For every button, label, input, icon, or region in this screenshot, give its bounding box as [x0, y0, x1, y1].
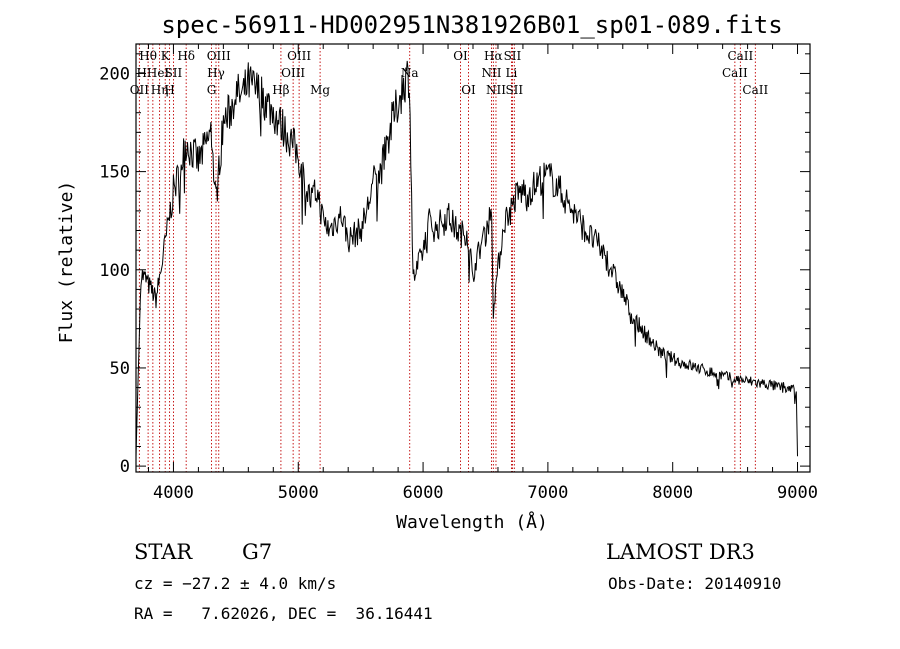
x-tick-label-2: 6000: [403, 483, 444, 503]
line-label-26: CaII: [742, 83, 768, 97]
redshift-text: cz = −27.2 ± 4.0 km/s: [134, 574, 336, 593]
line-label-13: OIII: [281, 66, 305, 80]
survey-name: LAMOST DR3: [606, 540, 755, 564]
line-label-18: Hα: [484, 49, 503, 63]
x-axis-label: Wavelength (Å): [396, 511, 548, 533]
line-label-10: G: [207, 83, 217, 97]
x-tick-label-1: 5000: [278, 483, 319, 503]
line-label-6: SII: [165, 66, 183, 80]
chart-title: spec-56911-HD002951N381926B01_sp01-089.f…: [161, 11, 782, 39]
x-tick-label-4: 8000: [652, 483, 693, 503]
object-class: STAR: [134, 540, 193, 564]
line-label-20: NII: [481, 66, 501, 80]
line-label-14: Mg: [310, 83, 330, 97]
plot-frame: [136, 44, 810, 472]
line-label-22: NII: [486, 83, 506, 97]
line-label-7: Hδ: [177, 49, 195, 63]
line-label-21: Li: [506, 66, 518, 80]
coords-text: RA = 7.62026, DEC = 36.16441: [134, 604, 433, 623]
y-tick-label-3: 150: [99, 163, 130, 183]
line-label-17: OI: [461, 83, 476, 97]
y-tick-label-1: 50: [110, 359, 130, 379]
y-tick-label-2: 100: [99, 261, 130, 281]
x-tick-label-3: 7000: [527, 483, 568, 503]
spectrum-series-line: [136, 61, 798, 456]
line-label-11: Hβ: [272, 83, 289, 97]
line-label-9: Hγ: [207, 66, 225, 80]
y-tick-label-0: 0: [120, 457, 130, 477]
x-tick-label-0: 4000: [153, 483, 194, 503]
line-label-12: OIII: [287, 49, 311, 63]
line-label-16: OI: [453, 49, 468, 63]
line-label-8: OIII: [207, 49, 231, 63]
line-label-19: SII: [504, 49, 522, 63]
line-label-24: CaII: [727, 49, 753, 63]
line-label-25: CaII: [722, 66, 748, 80]
object-subclass: G7: [242, 540, 272, 564]
obs-date-text: Obs-Date: 20140910: [608, 574, 781, 593]
x-axis-ticks: 4000 5000 6000 7000 8000 9000: [148, 44, 818, 503]
line-label-1: OII: [130, 83, 150, 97]
y-axis-label: Flux (relative): [56, 181, 77, 344]
line-label-5: H: [164, 83, 174, 97]
line-label-4: K: [161, 49, 171, 63]
line-label-0: Hθ: [139, 49, 157, 63]
y-axis-ticks: 0 50 100 150 200: [99, 54, 810, 477]
x-tick-label-5: 9000: [777, 483, 818, 503]
line-label-23: SII: [505, 83, 523, 97]
y-tick-label-4: 200: [99, 64, 130, 84]
